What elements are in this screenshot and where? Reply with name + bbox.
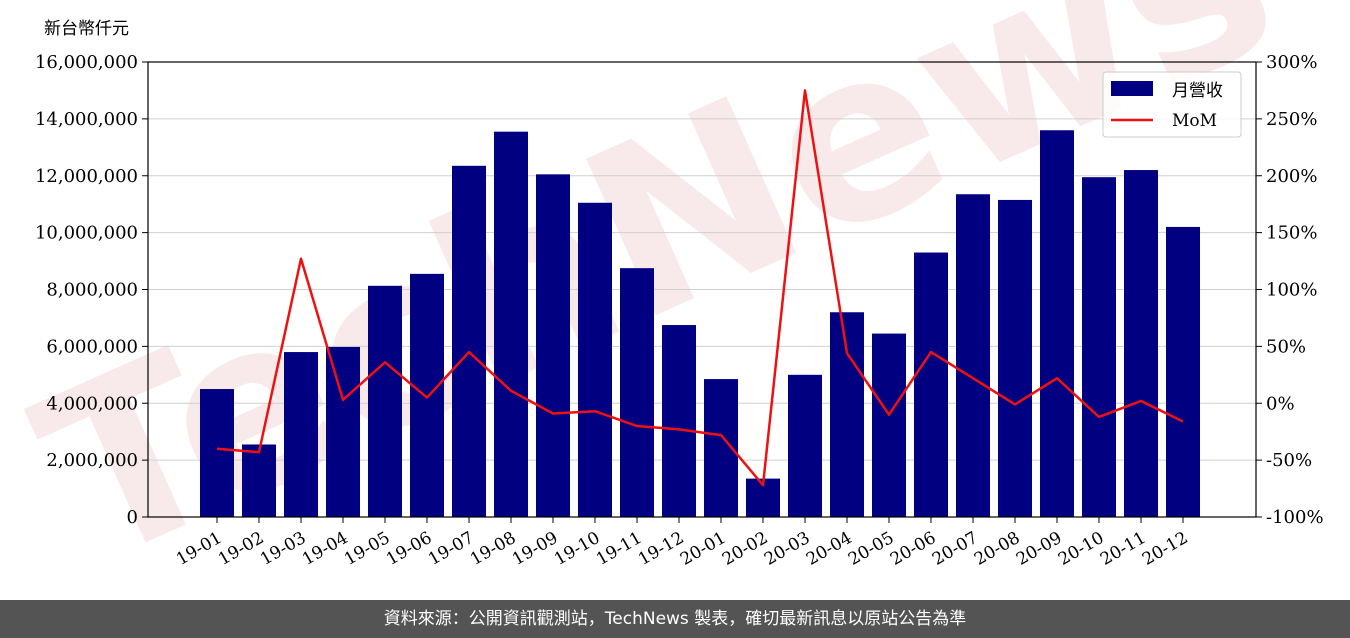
- left-tick-label: 16,000,000: [35, 52, 138, 73]
- bar-series: [200, 130, 1200, 517]
- bar: [536, 174, 570, 517]
- x-tick-label: 20-05: [845, 528, 897, 570]
- right-tick-label: 100%: [1266, 280, 1317, 301]
- bar: [1082, 177, 1116, 517]
- x-tick-label: 19-07: [425, 528, 477, 570]
- bar: [284, 352, 318, 517]
- bar: [368, 285, 402, 517]
- right-tick-label: 200%: [1266, 166, 1317, 187]
- footer-bar: 資料來源：公開資訊觀測站，TechNews 製表，確切最新訊息以原站公告為準: [0, 600, 1350, 638]
- x-tick-label: 19-06: [383, 528, 435, 570]
- bar: [1166, 226, 1200, 517]
- right-tick-label: 250%: [1266, 109, 1317, 130]
- left-tick-label: 8,000,000: [46, 280, 138, 301]
- bar: [242, 444, 276, 517]
- x-tick-label: 20-11: [1097, 528, 1149, 570]
- legend-line-label: MoM: [1172, 111, 1217, 131]
- legend: 月營收 MoM: [1102, 71, 1242, 138]
- left-tick-label: 6,000,000: [46, 336, 138, 357]
- x-tick-label: 20-08: [971, 528, 1023, 570]
- x-tick-label: 20-01: [677, 528, 729, 570]
- right-tick-label: 0%: [1266, 393, 1295, 414]
- x-tick-label: 20-04: [803, 528, 855, 570]
- mom-line: [216, 89, 1184, 487]
- x-tick-label: 19-11: [593, 528, 645, 570]
- line-series: [216, 89, 1184, 487]
- x-tick-label: 20-03: [761, 528, 813, 570]
- right-tick-label: -50%: [1266, 450, 1312, 471]
- right-tick-label: 50%: [1266, 336, 1306, 357]
- x-tick-label: 19-10: [551, 528, 603, 570]
- left-tick-label: 12,000,000: [35, 166, 138, 187]
- left-tick-label: 4,000,000: [46, 393, 138, 414]
- x-tick-label: 19-09: [509, 528, 561, 570]
- x-tick-label: 20-09: [1013, 528, 1065, 570]
- right-tick-label: 300%: [1266, 52, 1317, 73]
- x-tick-label: 19-08: [467, 528, 519, 570]
- x-tick-label: 20-10: [1055, 528, 1107, 570]
- x-tick-label: 19-04: [299, 528, 351, 570]
- x-tick-label: 20-12: [1139, 528, 1191, 570]
- legend-bar-label: 月營收: [1172, 81, 1223, 101]
- bar: [1124, 170, 1158, 517]
- bar: [620, 268, 654, 517]
- bar: [578, 202, 612, 517]
- bar: [788, 374, 822, 517]
- bar: [998, 199, 1032, 517]
- chart: TechNews 新台幣仟元 0 2,000,000 4,000,000 6,000,…: [4, 0, 1324, 617]
- bar: [872, 333, 906, 517]
- x-tick-label: 19-05: [341, 528, 393, 570]
- x-tick-label: 20-07: [929, 528, 981, 570]
- footer-source-text: 資料來源：公開資訊觀測站，TechNews 製表，確切最新訊息以原站公告為準: [383, 609, 967, 629]
- bar: [1040, 130, 1074, 517]
- bar: [452, 165, 486, 517]
- bar: [956, 194, 990, 517]
- bar: [914, 252, 948, 517]
- x-tick-label: 20-06: [887, 528, 939, 570]
- left-unit-label: 新台幣仟元: [44, 19, 129, 39]
- bar: [830, 312, 864, 517]
- bar: [494, 131, 528, 517]
- left-tick-label: 2,000,000: [46, 450, 138, 471]
- revenue-mom-chart: TechNews 新台幣仟元 02,000,0004,000,0006,000,…: [4, 0, 1324, 617]
- left-tick-label: 14,000,000: [35, 109, 138, 130]
- legend-bar-swatch: [1111, 81, 1153, 96]
- x-tick-label: 19-12: [635, 528, 687, 570]
- right-tick-label: -100%: [1266, 507, 1324, 528]
- x-tick-label: 20-02: [719, 528, 771, 570]
- left-tick-label: 0: [127, 507, 138, 528]
- bar: [662, 325, 696, 517]
- left-tick-label: 10,000,000: [35, 223, 138, 244]
- bar: [326, 346, 360, 517]
- bar: [200, 389, 234, 517]
- bar: [410, 273, 444, 517]
- right-tick-label: 150%: [1266, 223, 1317, 244]
